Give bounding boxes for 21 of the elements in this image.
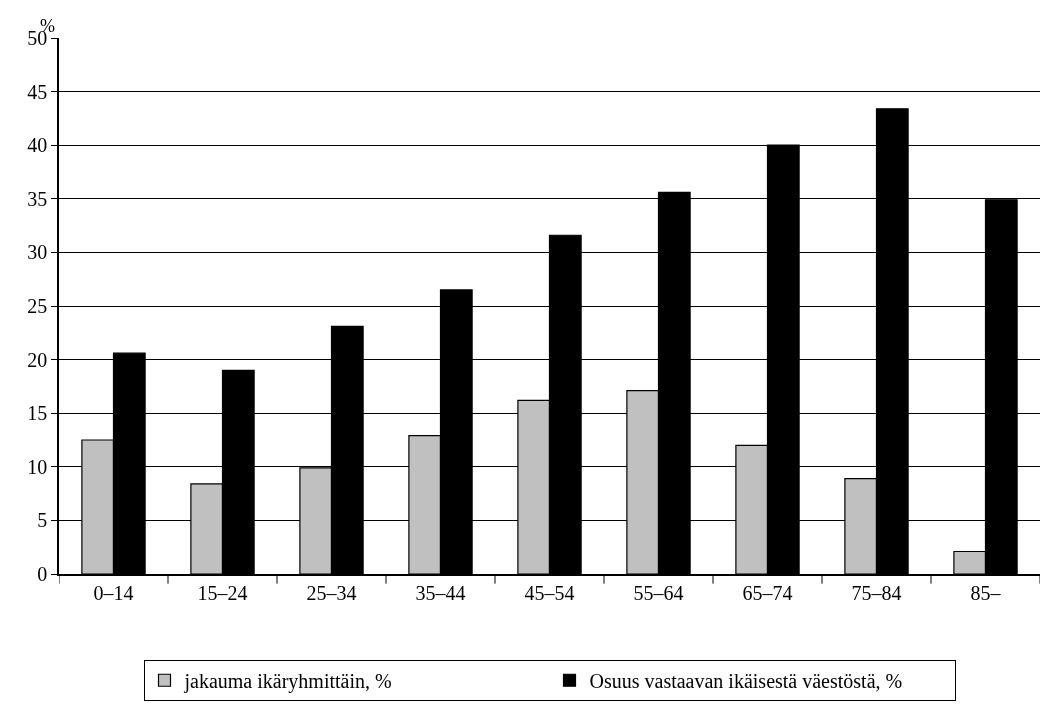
y-tick-label: 10 [27,455,48,478]
x-tick-label: 25–34 [306,581,357,604]
y-tick-label: 45 [27,80,48,103]
y-tick-label: 0 [37,563,48,585]
x-tick-label: 35–44 [415,581,466,604]
y-tick-label: 35 [27,187,48,210]
x-tick-label: 0–14 [93,581,134,604]
x-tick-label: 55–64 [633,581,684,604]
x-tick-label: 45–54 [524,581,575,604]
x-tick-label: 75–84 [851,581,902,604]
x-tick-label: 85– [970,581,1002,604]
legend-label: Osuus vastaavan ikäisestä väestöstä, % [589,670,903,693]
x-tick-label: 65–74 [742,581,793,604]
y-tick-label: 15 [27,402,48,425]
y-tick-label: 25 [27,295,48,317]
y-tick-label: 20 [27,348,48,371]
x-tick-label: 15–24 [197,581,248,604]
y-tick-label: 30 [27,241,48,264]
legend-label: jakauma ikäryhmittäin, % [183,670,392,694]
y-tick-label: 40 [27,134,48,157]
y-tick-label: 5 [37,509,48,532]
